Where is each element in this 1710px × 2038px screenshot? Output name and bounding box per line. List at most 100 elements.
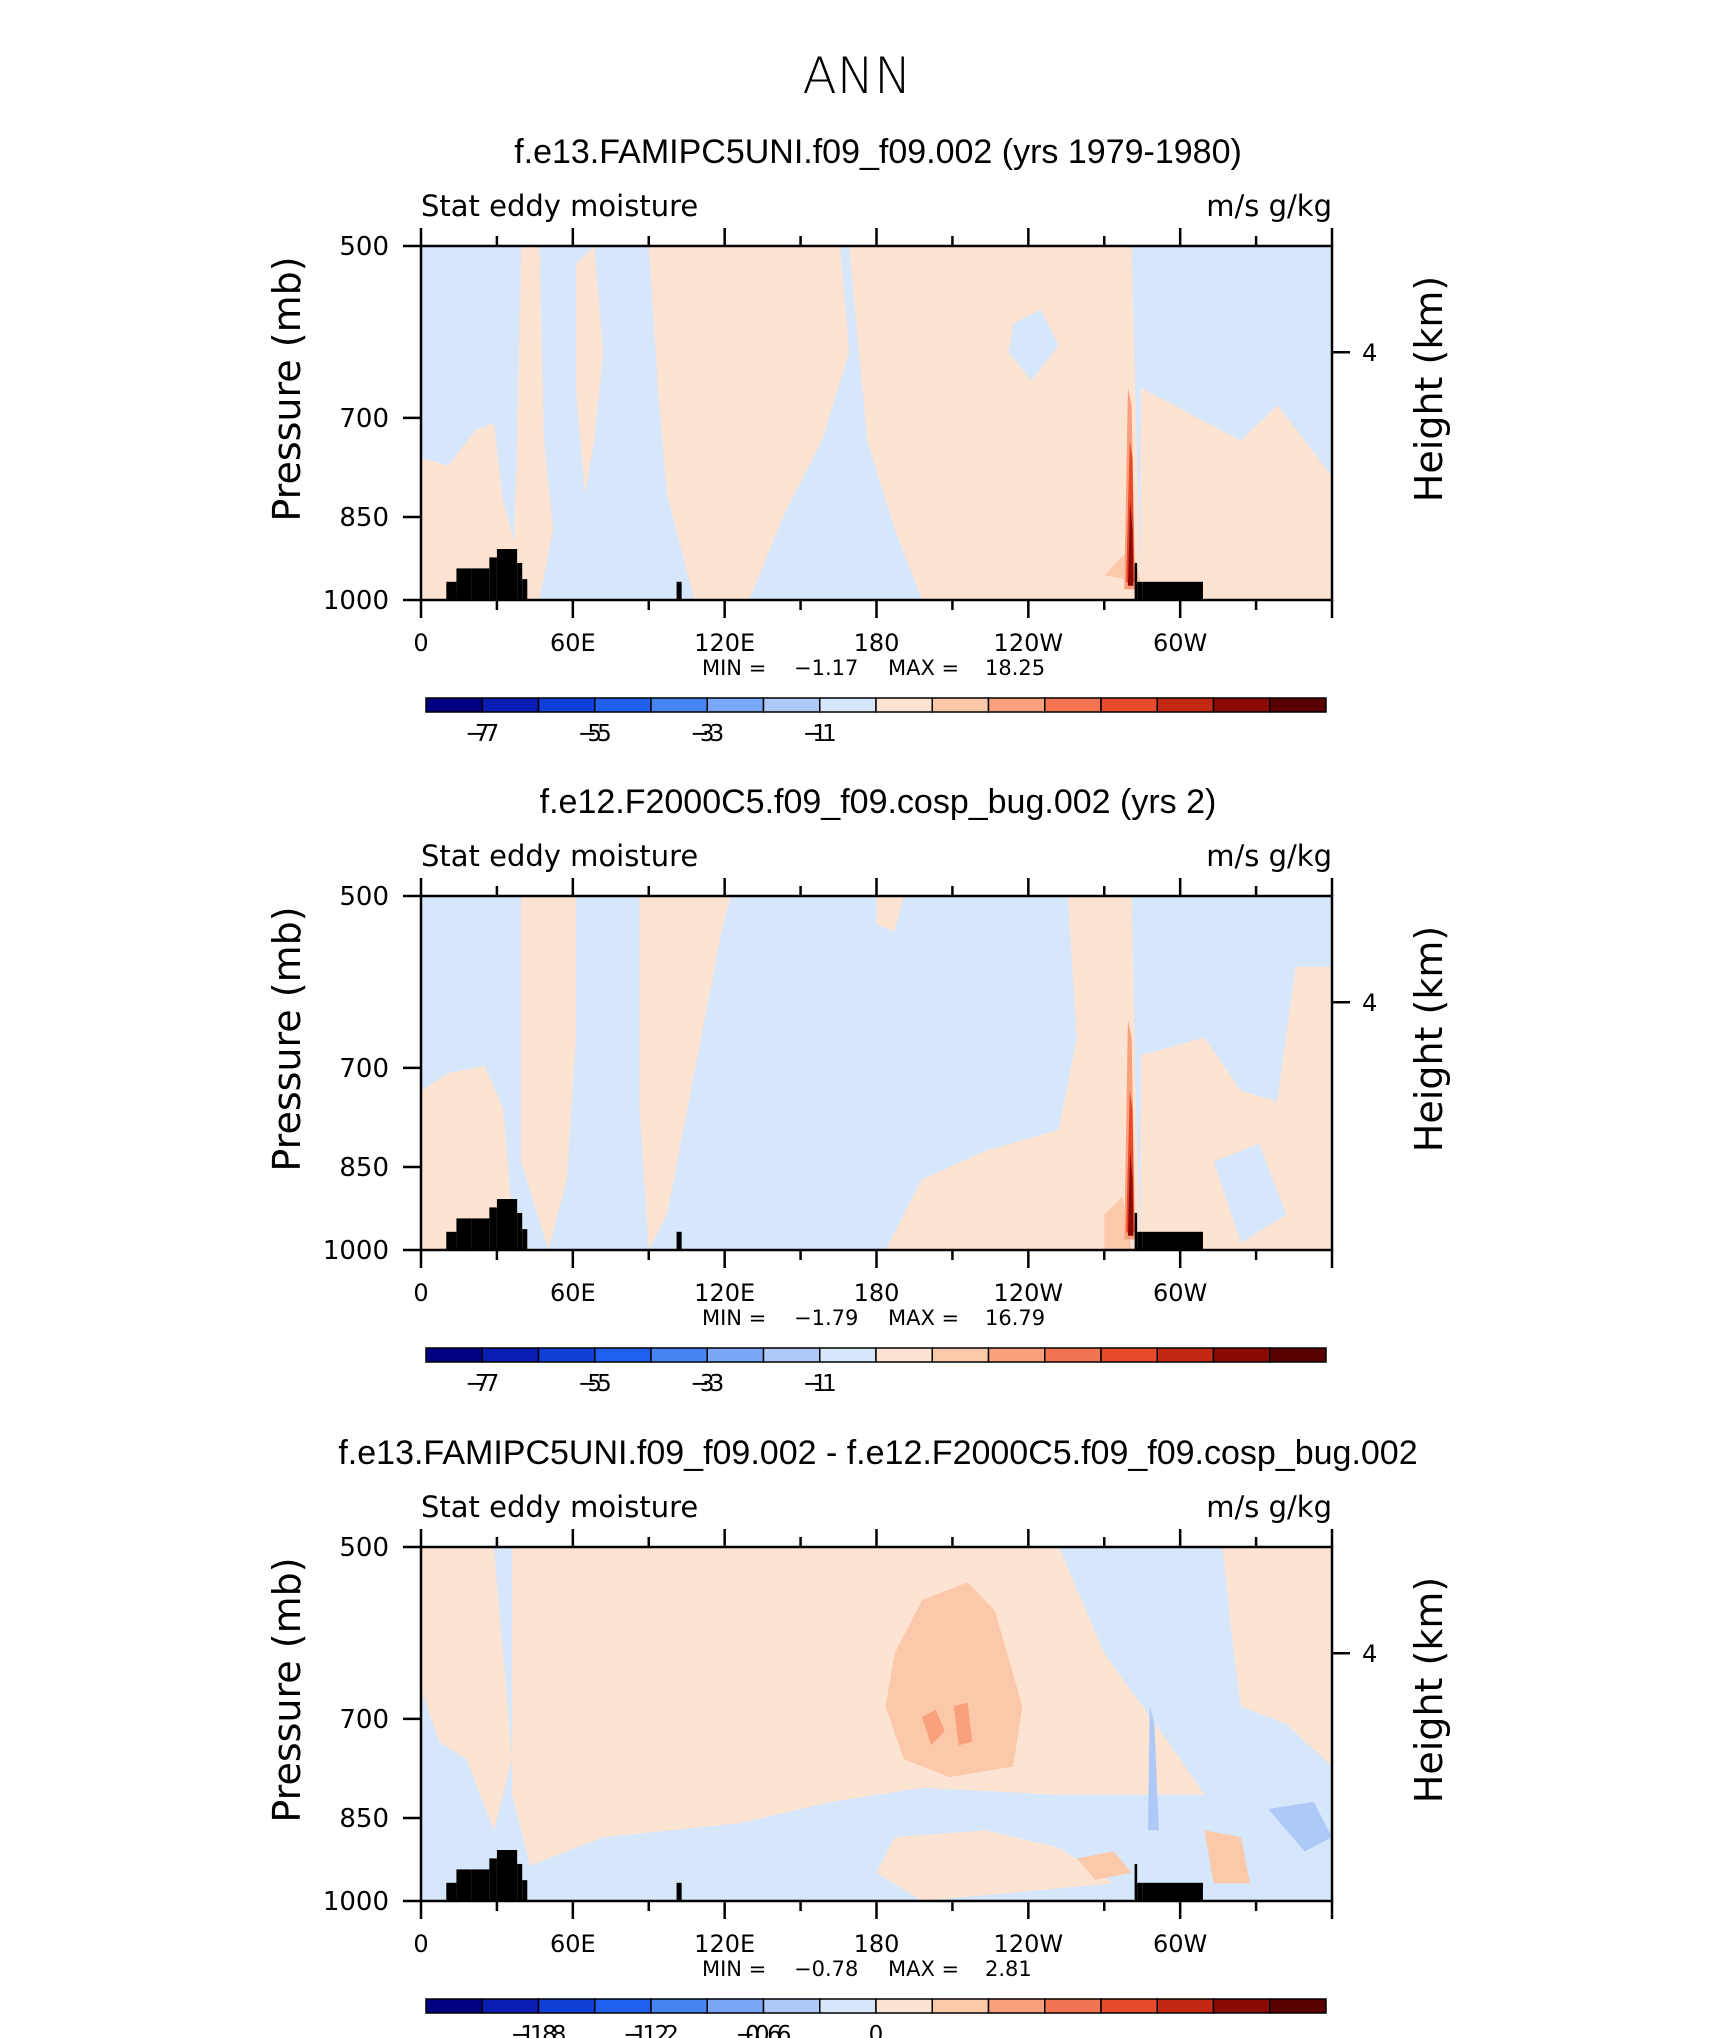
y-tick-label: 850 [339, 1804, 389, 1834]
contour-region [1140, 387, 1332, 600]
chart-panel-2: f.e12.F2000C5.f09_f09.cosp_bug.002 (yrs … [265, 783, 1451, 1397]
colorbar-box [762, 1347, 821, 1363]
y-axis-label: Pressure (mb) [265, 906, 309, 1171]
colorbar-box [987, 1998, 1046, 2014]
colorbar-label: 0.6 [745, 2022, 782, 2038]
max-value: 16.79 [985, 1306, 1045, 1330]
right-y-tick-label: 4 [1362, 1640, 1377, 1668]
colorbar-box [1269, 1998, 1327, 2014]
colorbar-label: −7 [465, 1371, 499, 1397]
colorbar-box [425, 1998, 483, 2014]
land-mask [517, 562, 523, 600]
colorbar-box [1156, 697, 1215, 713]
chart-panel-1: f.e13.FAMIPC5UNI.f09_f09.002 (yrs 1979-1… [265, 133, 1451, 747]
colorbar-box [1156, 1998, 1215, 2014]
max-label: MAX = [888, 1957, 959, 1981]
land-mask [446, 1231, 457, 1250]
x-tick-label: 60W [1153, 629, 1207, 657]
land-mask [471, 1869, 490, 1901]
left-string: Stat eddy moisture [421, 189, 698, 223]
contour-region [1140, 966, 1332, 1250]
x-tick-label: 120W [994, 1930, 1064, 1958]
contour-region [885, 896, 1141, 1250]
colorbar-box [987, 1347, 1046, 1363]
x-tick-label: 180 [854, 1279, 900, 1307]
colorbar-label: −1 [803, 1371, 837, 1397]
colorbar-box [537, 697, 596, 713]
y-tick-label: 1000 [323, 586, 389, 616]
y-tick-label: 700 [339, 1705, 389, 1735]
land-mask [496, 1850, 518, 1901]
x-tick-label: 0 [413, 629, 428, 657]
min-value: −0.78 [794, 1957, 858, 1981]
y-axis-label: Pressure (mb) [265, 1557, 309, 1822]
land-mask [496, 1199, 518, 1250]
colorbar-box [537, 1347, 596, 1363]
colorbar-box [594, 1998, 652, 2014]
land-mask [1142, 581, 1203, 600]
contour-region [1222, 1547, 1332, 1767]
x-tick-label: 180 [854, 629, 900, 657]
max-value: 2.81 [985, 1957, 1032, 1981]
contour-region [421, 1547, 513, 1831]
colorbar-label: −7 [465, 721, 499, 747]
colorbar-box [650, 1347, 708, 1363]
colorbar-label: 7 [475, 721, 490, 747]
contour-region [1213, 1143, 1287, 1243]
colorbar-box [987, 697, 1046, 713]
x-tick-label: 60E [550, 1930, 596, 1958]
x-tick-label: 60W [1153, 1930, 1207, 1958]
x-tick-label: 120W [994, 1279, 1064, 1307]
contour-region [922, 1709, 945, 1746]
contour-region [1268, 1801, 1332, 1852]
left-string: Stat eddy moisture [421, 839, 698, 873]
contour-region [512, 1547, 1205, 1866]
colorbar-box [875, 1347, 933, 1363]
y-tick-label: 1000 [323, 1887, 389, 1917]
land-mask [1134, 562, 1138, 600]
contour-region [512, 246, 554, 600]
x-tick-label: 180 [854, 1930, 900, 1958]
land-mask [522, 1880, 528, 1901]
colorbar-box [875, 1998, 933, 2014]
colorbar-box [425, 1347, 483, 1363]
x-tick-label: 120E [694, 1279, 755, 1307]
y-tick-label: 700 [339, 404, 389, 434]
colorbar-box [1044, 1998, 1102, 2014]
land-mask [456, 1218, 472, 1250]
land-mask [446, 1882, 457, 1901]
colorbar-box [706, 1347, 765, 1363]
land-mask [1142, 1882, 1203, 1901]
colorbar-label: 5 [587, 1371, 602, 1397]
colorbar-box [1269, 1347, 1327, 1363]
colorbar-box [1100, 1998, 1158, 2014]
x-tick-label: 120E [694, 1930, 755, 1958]
colorbar-box [481, 697, 540, 713]
contour-region [1127, 1150, 1134, 1236]
y-axis-label-right: Height (km) [1407, 1577, 1451, 1803]
left-string: Stat eddy moisture [421, 1490, 698, 1524]
y-tick-label: 700 [339, 1054, 389, 1084]
max-label: MAX = [888, 1306, 959, 1330]
colorbar-label: 7 [475, 1371, 490, 1397]
contour-region [1148, 1706, 1159, 1831]
colorbar-box [819, 1347, 877, 1363]
min-value: −1.79 [794, 1306, 858, 1330]
y-axis-label-right: Height (km) [1407, 276, 1451, 502]
land-mask [471, 568, 490, 600]
right-y-tick-label: 4 [1362, 339, 1377, 367]
colorbar-box [1100, 697, 1158, 713]
contour-region [1204, 1830, 1250, 1884]
contour-region [876, 1830, 1114, 1901]
colorbar-label: 1.2 [633, 2022, 670, 2038]
contour-region [639, 896, 731, 1250]
contour-region [648, 246, 850, 600]
colorbar-box [650, 697, 708, 713]
contour-region [953, 1702, 973, 1746]
x-tick-label: 60E [550, 629, 596, 657]
chart-panel-3: f.e13.FAMIPC5UNI.f09_f09.002 - f.e12.F20… [265, 1434, 1451, 2038]
land-mask [517, 1212, 523, 1250]
colorbar-box [1100, 1347, 1158, 1363]
contour-region [575, 246, 604, 494]
